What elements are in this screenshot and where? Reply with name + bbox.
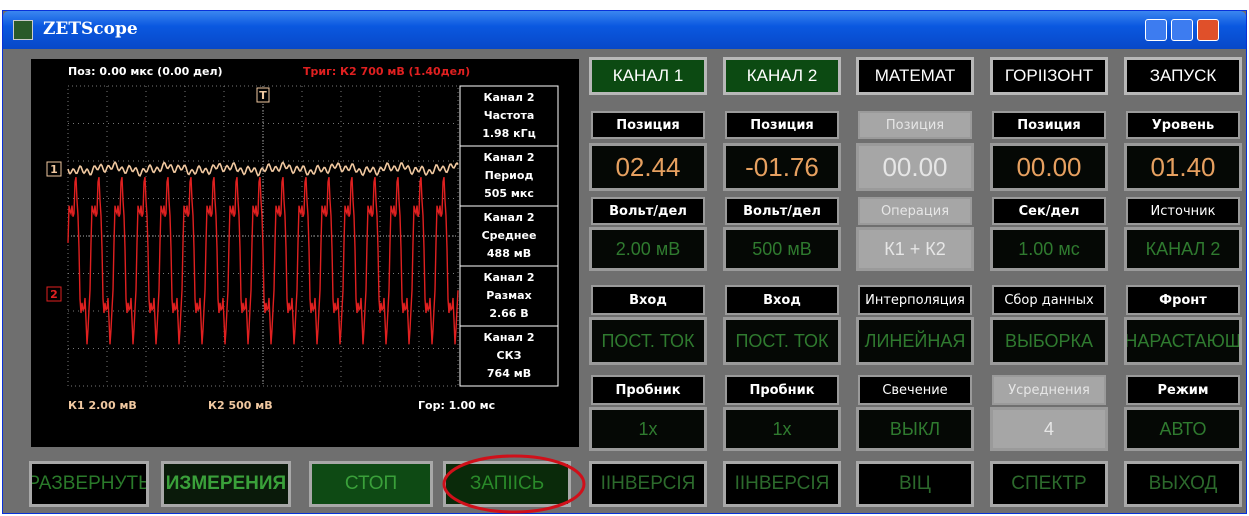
- control-value[interactable]: АВТО: [1124, 407, 1242, 451]
- close-button[interactable]: [1197, 19, 1219, 41]
- control-label: Вольт/дел: [591, 197, 705, 225]
- maximize-button[interactable]: [1171, 19, 1193, 41]
- measurement-value: 1.98 кГц: [482, 127, 536, 140]
- control-value[interactable]: 500 мВ: [723, 227, 841, 271]
- menu-tab[interactable]: ЗАПУСК: [1124, 57, 1242, 95]
- ch1-scale: К1 2.00 мВ: [68, 399, 137, 412]
- measurement-channel: Канал 2: [484, 151, 535, 164]
- control-label: Интерполяция: [858, 285, 972, 315]
- measurement-value: 488 мВ: [487, 247, 531, 260]
- control-value[interactable]: 01.40: [1124, 143, 1242, 191]
- bottom-button[interactable]: ВЫХОД: [1124, 461, 1242, 507]
- trigger-marker: T: [259, 89, 267, 102]
- trigger-readout: Триг: К2 700 мВ (1.40дел): [303, 65, 470, 78]
- control-label: Вольт/дел: [725, 197, 839, 225]
- measurement-value: 764 мВ: [487, 367, 531, 380]
- control-value[interactable]: КАНАЛ 2: [1124, 227, 1242, 271]
- control-value[interactable]: 4: [990, 407, 1108, 451]
- bottom-button[interactable]: СПЕКТР: [990, 461, 1108, 507]
- measurement-name: Размах: [486, 289, 531, 302]
- bottom-button[interactable]: ІІНВЕРСІЯ: [589, 461, 707, 507]
- bottom-button[interactable]: ИЗМЕРЕНИЯ: [161, 461, 291, 507]
- channel-marker: 1: [50, 163, 58, 176]
- control-value[interactable]: ВЫКЛ: [856, 407, 974, 451]
- control-label: Вход: [725, 285, 839, 315]
- position-readout: Поз: 0.00 мкс (0.00 дел): [68, 65, 223, 78]
- measurement-name: Частота: [484, 109, 535, 122]
- bottom-button[interactable]: ІІНВЕРСІЯ: [723, 461, 841, 507]
- menu-tab[interactable]: КАНАЛ 1: [589, 57, 707, 95]
- control-value[interactable]: К1 + К2: [856, 227, 974, 271]
- control-label: Пробник: [725, 375, 839, 405]
- control-label: Позиция: [992, 111, 1106, 139]
- bottom-button[interactable]: ЗАПІІСЬ: [443, 461, 571, 507]
- control-label: Пробник: [591, 375, 705, 405]
- menu-tab[interactable]: МАТЕМАТ: [856, 57, 974, 95]
- minimize-button[interactable]: [1145, 19, 1167, 41]
- menu-tab[interactable]: КАНАЛ 2: [723, 57, 841, 95]
- title-bar: ZETScope: [3, 11, 1246, 49]
- channel-marker: 2: [50, 288, 58, 301]
- menu-tab[interactable]: ГОРІІЗОНТ: [990, 57, 1108, 95]
- control-label: Сбор данных: [992, 285, 1106, 315]
- control-label: Усреднения: [992, 375, 1106, 405]
- control-value[interactable]: 1x: [723, 407, 841, 451]
- bottom-button[interactable]: СТОП: [309, 461, 433, 507]
- bottom-button[interactable]: РАЗВЕРНУТЬ: [29, 461, 149, 507]
- measurement-channel: Канал 2: [484, 271, 535, 284]
- app-icon: [13, 20, 33, 40]
- measurement-value: 505 мкс: [484, 187, 534, 200]
- control-value[interactable]: 00.00: [990, 143, 1108, 191]
- control-value[interactable]: 2.00 мВ: [589, 227, 707, 271]
- control-label: Позиция: [858, 111, 972, 139]
- control-label: Позиция: [725, 111, 839, 139]
- measurement-value: 2.66 В: [489, 307, 528, 320]
- control-value[interactable]: ВЫБОРКА: [990, 317, 1108, 365]
- measurement-channel: Канал 2: [484, 211, 535, 224]
- control-label: Режим: [1126, 375, 1240, 405]
- measurement-name: Среднее: [482, 229, 537, 242]
- control-value[interactable]: -01.76: [723, 143, 841, 191]
- measurement-channel: Канал 2: [484, 331, 535, 344]
- control-value[interactable]: 02.44: [589, 143, 707, 191]
- control-value[interactable]: 1.00 мс: [990, 227, 1108, 271]
- measurement-name: Период: [485, 169, 534, 182]
- control-label: Позиция: [591, 111, 705, 139]
- measurement-channel: Канал 2: [484, 91, 535, 104]
- control-value[interactable]: ПОСТ. ТОК: [589, 317, 707, 365]
- window: ZETScope Поз: 0.00 мкс (0.00 дел) Триг: К…: [2, 10, 1247, 514]
- control-label: Фронт: [1126, 285, 1240, 315]
- control-label: Уровень: [1126, 111, 1240, 139]
- control-value[interactable]: 1x: [589, 407, 707, 451]
- control-value[interactable]: ПОСТ. ТОК: [723, 317, 841, 365]
- bottom-button[interactable]: ВІЦ: [856, 461, 974, 507]
- page: ZETScope Поз: 0.00 мкс (0.00 дел) Триг: К…: [0, 0, 1249, 516]
- horizontal-scale: Гор: 1.00 мс: [418, 399, 495, 412]
- control-value[interactable]: ЛИНЕЙНАЯ: [856, 317, 974, 365]
- ch2-scale: К2 500 мВ: [208, 399, 273, 412]
- control-value[interactable]: 00.00: [856, 143, 974, 191]
- control-label: Источник: [1126, 197, 1240, 225]
- measurement-name: СКЗ: [497, 349, 522, 362]
- scope-screen: Поз: 0.00 мкс (0.00 дел) Триг: К2 700 мВ …: [31, 59, 579, 447]
- control-label: Операция: [858, 197, 972, 225]
- control-label: Сек/дел: [992, 197, 1106, 225]
- control-label: Свечение: [858, 375, 972, 405]
- control-value[interactable]: НАРАСТАЮЩ: [1124, 317, 1242, 365]
- window-title: ZETScope: [43, 19, 138, 39]
- control-label: Вход: [591, 285, 705, 315]
